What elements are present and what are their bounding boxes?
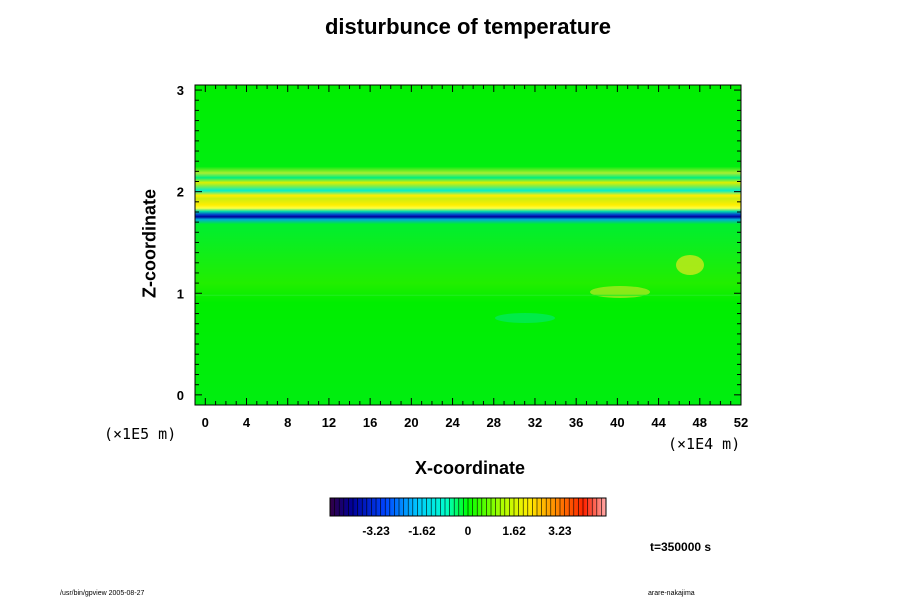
x-tick-label: 36 (569, 415, 583, 430)
x-scale-note: (×1E4 m) (668, 435, 741, 453)
x-tick-label: 32 (528, 415, 542, 430)
y-axis-label: Z-coordinate (139, 189, 160, 299)
x-axis-label: X-coordinate (414, 458, 525, 478)
x-tick-label: 0 (202, 415, 209, 430)
heatmap-field (195, 85, 741, 405)
y-tick-label: 0 (177, 388, 184, 403)
chart-title: disturbunce of temperature (324, 14, 612, 39)
x-tick-label: 24 (445, 415, 460, 430)
x-tick-label: 20 (404, 415, 418, 430)
warm-blob (676, 255, 704, 275)
x-tick-label: 16 (363, 415, 377, 430)
colorbar-frame (329, 497, 607, 517)
plot-frame (194, 84, 742, 406)
cool-blob (495, 313, 555, 323)
colorbar-tick-label: -1.62 (408, 524, 436, 538)
x-tick-label: 4 (243, 415, 251, 430)
x-tick-label: 52 (734, 415, 748, 430)
x-tick-label: 12 (322, 415, 336, 430)
y-tick-label: 3 (177, 83, 184, 98)
colorbar-tick-label: 3.23 (548, 524, 572, 538)
x-tick-label: 48 (693, 415, 707, 430)
x-tick-label: 44 (651, 415, 666, 430)
footer-right: arare-nakajima (648, 590, 695, 597)
x-tick-label: 28 (487, 415, 501, 430)
footer-left: /usr/bin/gpview 2005-08-27 (60, 590, 145, 597)
x-tick-label: 8 (284, 415, 291, 430)
y-tick-label: 2 (177, 185, 184, 200)
colorbar-tick-label: 1.62 (502, 524, 526, 538)
colorbar-tick-label: -3.23 (362, 524, 390, 538)
y-scale-note: (×1E5 m) (104, 425, 177, 443)
y-tick-label: 1 (177, 286, 184, 301)
colorbar-tick-label: 0 (465, 524, 472, 538)
time-label: t=350000 s (650, 540, 712, 554)
warm-blob (590, 286, 650, 298)
x-tick-label: 40 (610, 415, 624, 430)
